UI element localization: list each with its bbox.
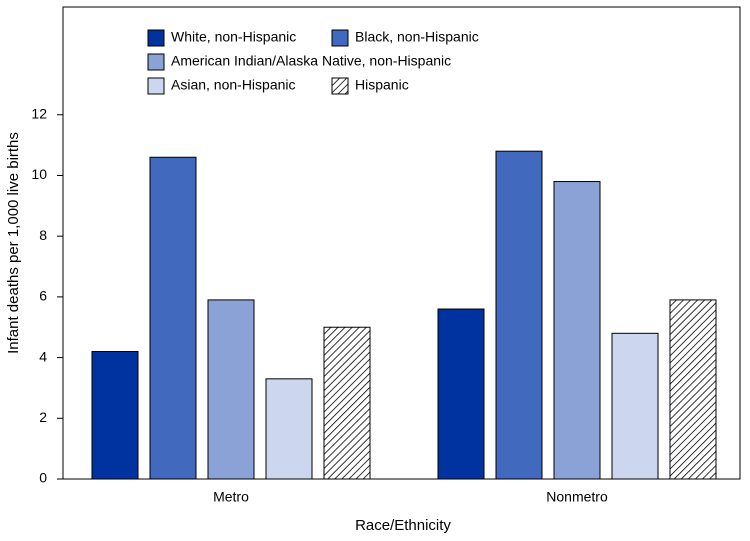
- x-axis-label: Race/Ethnicity: [355, 517, 451, 534]
- legend-swatch: [331, 77, 349, 95]
- y-axis-label: Infant deaths per 1,000 live births: [5, 132, 22, 354]
- legend-label: Asian, non-Hispanic: [171, 77, 296, 93]
- bar: [495, 150, 543, 480]
- y-tick-label: 0: [39, 470, 47, 486]
- y-tick-label: 8: [39, 227, 47, 243]
- y-tick-label: 12: [31, 105, 47, 121]
- y-tick-label: 2: [39, 409, 47, 425]
- legend-label: White, non-Hispanic: [171, 29, 296, 45]
- bar: [207, 299, 255, 480]
- legend-swatch: [331, 29, 349, 47]
- bar: [437, 308, 485, 480]
- y-tick-label: 10: [31, 166, 47, 182]
- plot-frame: [62, 6, 741, 480]
- bar: [265, 378, 313, 480]
- legend-swatch: [147, 29, 165, 47]
- y-tick-label: 6: [39, 288, 47, 304]
- legend-swatch: [147, 53, 165, 71]
- bar: [553, 181, 601, 480]
- legend-label: Black, non-Hispanic: [355, 29, 479, 45]
- bar: [149, 156, 197, 480]
- legend-swatch: [147, 77, 165, 95]
- bar: [91, 351, 139, 480]
- bar: [669, 299, 717, 480]
- legend-label: Hispanic: [355, 77, 409, 93]
- bar: [323, 326, 371, 480]
- y-tick-label: 4: [39, 348, 47, 364]
- x-tick-label: Metro: [213, 489, 249, 505]
- bar: [611, 332, 659, 480]
- legend-label: American Indian/Alaska Native, non-Hispa…: [171, 53, 451, 69]
- x-tick-label: Nonmetro: [546, 489, 608, 505]
